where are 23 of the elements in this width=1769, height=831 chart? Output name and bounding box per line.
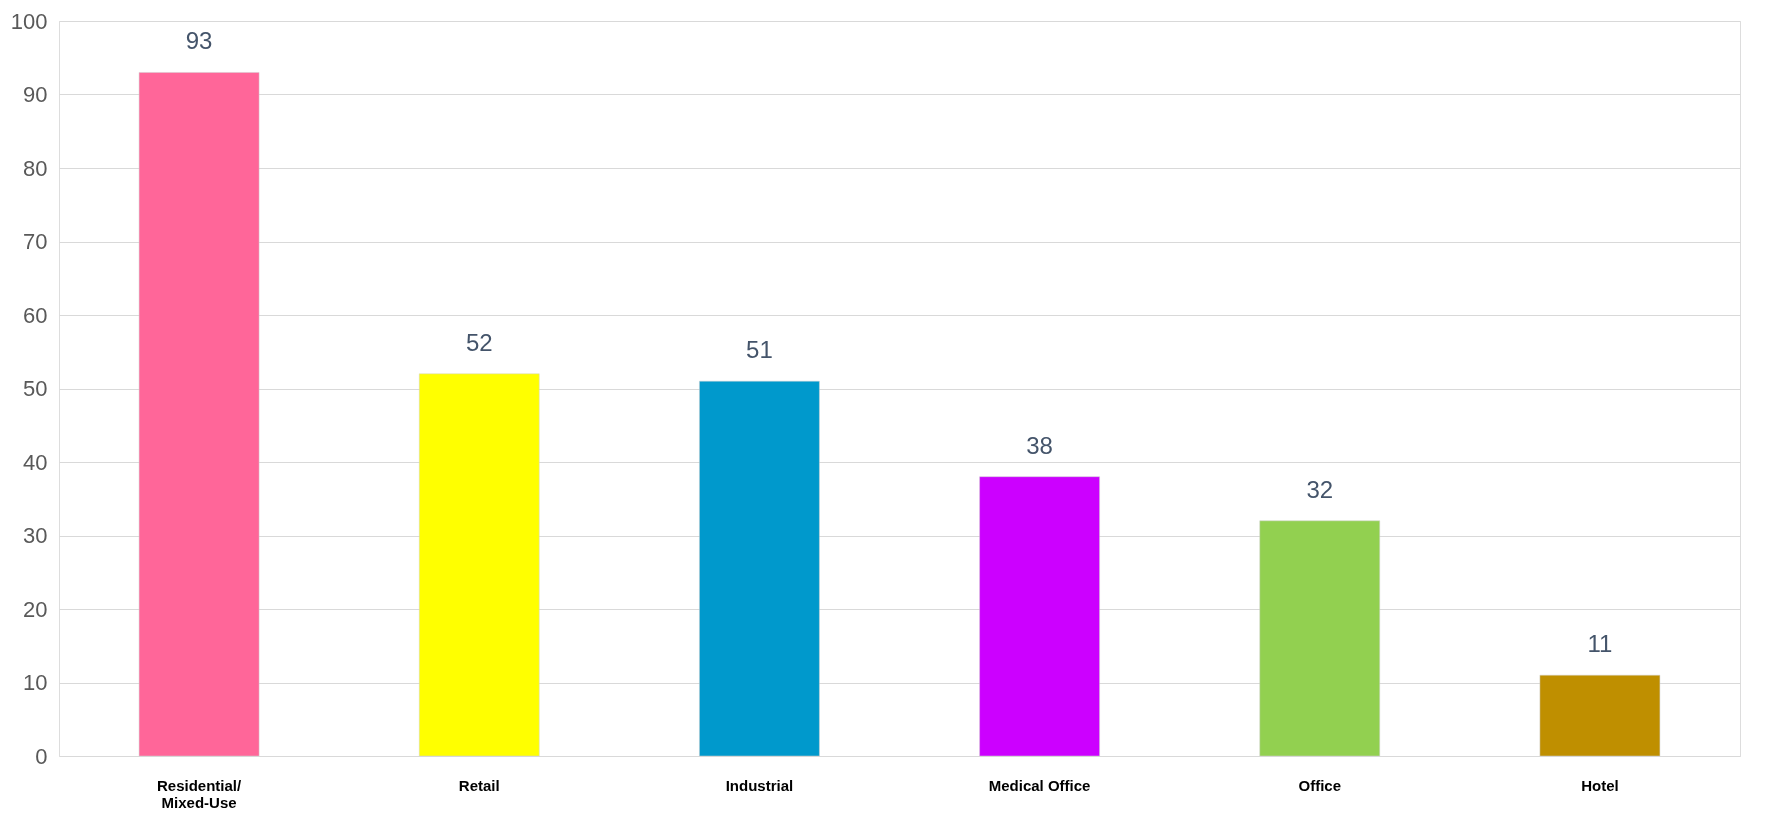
data-label: 51	[746, 336, 773, 364]
y-tick-label: 60	[23, 302, 48, 328]
x-tick-label: Industrial	[725, 776, 794, 794]
data-label: 11	[1587, 630, 1613, 658]
x-tick-label: Retail	[458, 776, 500, 794]
y-tick-label: 50	[23, 376, 48, 401]
y-tick-label: 90	[23, 82, 48, 107]
y-tick-label: 80	[23, 155, 48, 181]
y-tick-label: 20	[23, 596, 48, 622]
y-tick-label: 70	[23, 229, 48, 254]
x-tick-label: Residential/ Mixed-Use	[156, 776, 243, 811]
y-tick-label: 0	[35, 743, 48, 769]
y-tick-label: 30	[23, 523, 48, 548]
y-tick-label: 100	[10, 8, 48, 34]
x-tick-label: Hotel	[1581, 776, 1619, 794]
data-label: 32	[1306, 475, 1334, 503]
data-label: 93	[185, 27, 213, 55]
y-tick-label: 10	[23, 670, 48, 695]
x-tick-label: Office	[1298, 776, 1342, 794]
y-tick-label: 40	[23, 449, 48, 475]
x-tick-label: Medical Office	[988, 776, 1091, 794]
data-label: 38	[1026, 431, 1053, 459]
data-label: 52	[465, 328, 493, 356]
